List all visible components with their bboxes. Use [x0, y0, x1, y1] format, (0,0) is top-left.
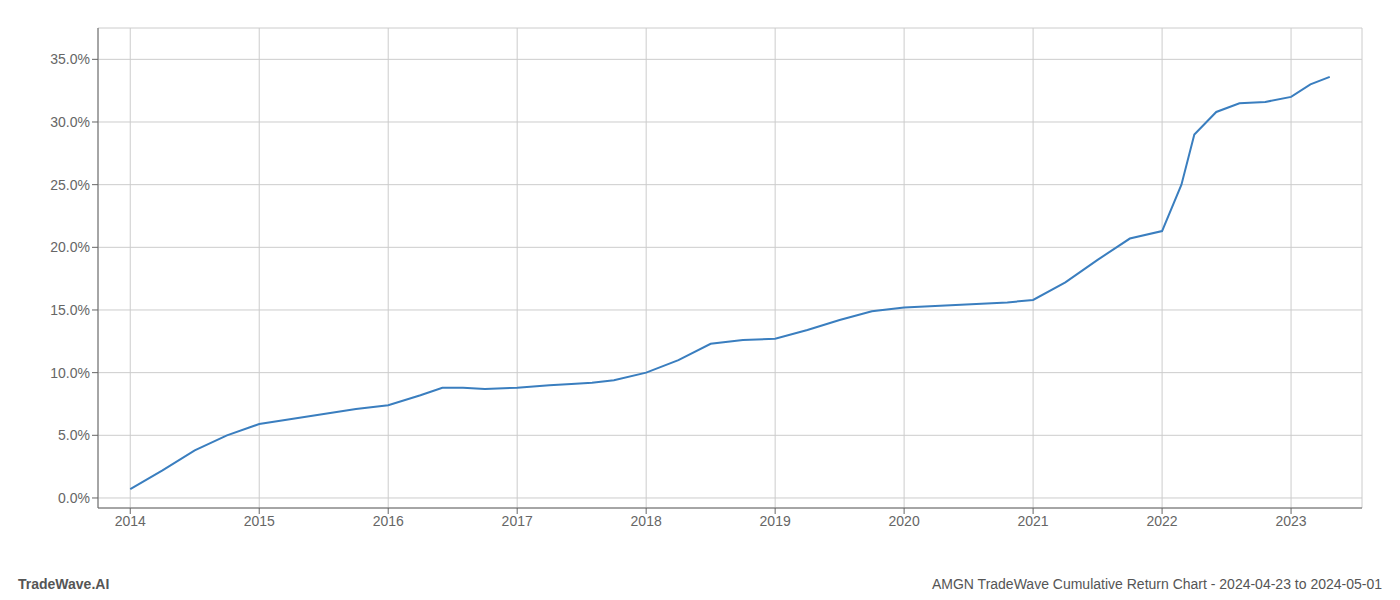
- svg-text:2015: 2015: [244, 513, 275, 529]
- svg-text:10.0%: 10.0%: [50, 365, 90, 381]
- svg-text:2021: 2021: [1018, 513, 1049, 529]
- svg-text:15.0%: 15.0%: [50, 302, 90, 318]
- svg-text:2017: 2017: [502, 513, 533, 529]
- svg-text:30.0%: 30.0%: [50, 114, 90, 130]
- svg-text:5.0%: 5.0%: [58, 427, 90, 443]
- svg-text:20.0%: 20.0%: [50, 239, 90, 255]
- svg-text:35.0%: 35.0%: [50, 51, 90, 67]
- svg-text:2016: 2016: [373, 513, 404, 529]
- svg-text:2018: 2018: [631, 513, 662, 529]
- svg-text:25.0%: 25.0%: [50, 177, 90, 193]
- svg-text:2020: 2020: [889, 513, 920, 529]
- html-text:AMGN TradeWave Cumulative Retu: AMGN TradeWave Cumulative Return Chart -…: [932, 576, 1382, 592]
- svg-text:2019: 2019: [760, 513, 791, 529]
- html-text:TradeWave.AI: TradeWave.AI: [18, 576, 110, 592]
- svg-text:2023: 2023: [1275, 513, 1306, 529]
- svg-text:2022: 2022: [1147, 513, 1178, 529]
- svg-text:2014: 2014: [115, 513, 146, 529]
- svg-text:0.0%: 0.0%: [58, 490, 90, 506]
